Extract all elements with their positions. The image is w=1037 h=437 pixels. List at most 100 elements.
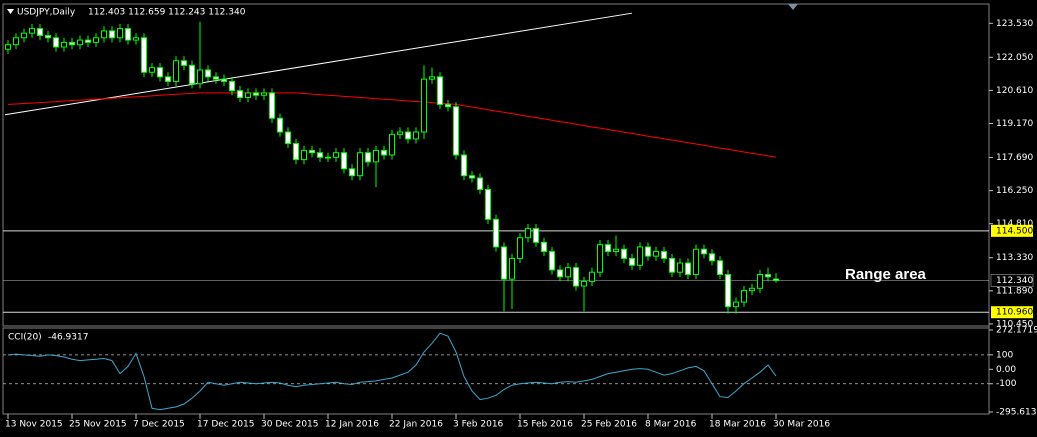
candle-body: [613, 248, 619, 253]
menu-triangle: [7, 9, 14, 14]
cci-tick-label: -295.6136: [996, 408, 1037, 418]
candle-body: [141, 37, 147, 73]
cci-panel: [2, 327, 990, 415]
cci-tick-label: -100: [996, 379, 1017, 389]
candle-body: [69, 41, 75, 46]
candle-body: [461, 154, 467, 177]
level-label-box: [991, 224, 1033, 237]
candle-body: [197, 69, 203, 85]
main-panel: [2, 3, 990, 327]
candle-body: [317, 152, 323, 158]
candle-body: [701, 248, 707, 255]
candle-body: [685, 262, 691, 276]
candle-body: [229, 80, 235, 92]
candle-body: [189, 64, 195, 85]
candle-body: [621, 248, 627, 259]
x-tick-label: 25 Nov 2015: [69, 420, 127, 430]
x-tick-label: 25 Feb 2016: [581, 420, 637, 430]
x-tick-label: 22 Jan 2016: [389, 420, 443, 430]
candle-body: [429, 76, 435, 80]
candle-body: [373, 149, 379, 163]
candle-body: [325, 156, 331, 159]
candle-body: [397, 131, 403, 135]
level-label: 110.960: [996, 308, 1033, 318]
candle-body: [285, 131, 291, 145]
candle-body: [453, 106, 459, 156]
chart-subtitle: 112.403 112.659 112.243 112.340: [88, 8, 246, 18]
candle-body: [749, 287, 755, 292]
candle-body: [149, 67, 155, 73]
candle-body: [533, 228, 539, 243]
candle-body: [77, 39, 83, 46]
candle-body: [557, 269, 563, 278]
candle-body: [693, 248, 699, 276]
x-tick-label: 7 Dec 2015: [133, 420, 185, 430]
candle-body: [493, 218, 499, 248]
candle-body: [85, 39, 91, 43]
candle-body: [165, 76, 171, 82]
y-tick-label: 120.610: [996, 86, 1033, 96]
candle-body: [5, 44, 11, 50]
candle-body: [589, 271, 595, 282]
candle-body: [765, 274, 771, 278]
candle-body: [157, 67, 163, 78]
candle-body: [93, 37, 99, 43]
y-tick-label: 117.690: [996, 153, 1033, 163]
candle-body: [381, 149, 387, 156]
y-tick-label: 123.530: [996, 19, 1033, 29]
candle-body: [421, 78, 427, 133]
y-tick-label: 113.330: [996, 253, 1033, 263]
candle-body: [237, 90, 243, 99]
y-tick-label: 116.250: [996, 186, 1033, 196]
moving-average: [7, 92, 777, 158]
candle-body: [349, 168, 355, 177]
candle-body: [309, 149, 315, 154]
candle-body: [485, 188, 491, 220]
trendline: [4, 12, 633, 116]
candle-body: [13, 37, 19, 46]
x-tick-label: 8 Mar 2016: [645, 420, 697, 430]
y-tick-label: 110.450: [996, 319, 1033, 329]
annotation: Range area: [845, 266, 927, 283]
level-label: 114.500: [996, 226, 1033, 236]
current-price-box: [990, 274, 1034, 287]
cci-last-value: -46.9317: [48, 333, 88, 343]
y-tick-label: 119.170: [996, 119, 1033, 129]
current-price-label: 112.340: [996, 276, 1033, 286]
x-tick-label: 15 Feb 2016: [517, 420, 573, 430]
cci-line: [7, 332, 777, 411]
x-tick-label: 12 Jan 2016: [325, 420, 379, 430]
candle-body: [37, 28, 43, 36]
candle-body: [109, 30, 115, 39]
candle-body: [213, 76, 219, 80]
candle-body: [413, 131, 419, 140]
candle-body: [101, 30, 107, 39]
candle-body: [53, 37, 59, 48]
cci-tick-label: 272.1719: [996, 326, 1037, 336]
candle-body: [541, 241, 547, 253]
x-tick-label: 3 Feb 2016: [453, 420, 504, 430]
y-tick-label: 122.050: [996, 53, 1033, 63]
candle-body: [245, 92, 251, 99]
candle-body: [717, 260, 723, 276]
candle-body: [517, 237, 523, 259]
level-label-box: [991, 306, 1033, 319]
x-tick-label: 13 Nov 2015: [5, 420, 63, 430]
candle-body: [405, 131, 411, 140]
candle-body: [173, 60, 179, 82]
candle-body: [253, 92, 259, 96]
candle-body: [581, 280, 587, 287]
candle-body: [221, 78, 227, 82]
candle-body: [645, 246, 651, 257]
candle-body: [357, 152, 363, 177]
candle-body: [269, 92, 275, 119]
candle-body: [389, 133, 395, 156]
cci-tick-label: 100: [996, 350, 1013, 360]
candle-body: [773, 278, 779, 281]
candle-body: [61, 41, 67, 48]
x-tick-label: 18 Mar 2016: [709, 420, 766, 430]
candle-body: [181, 60, 187, 66]
x-tick-label: 30 Mar 2016: [773, 420, 830, 430]
